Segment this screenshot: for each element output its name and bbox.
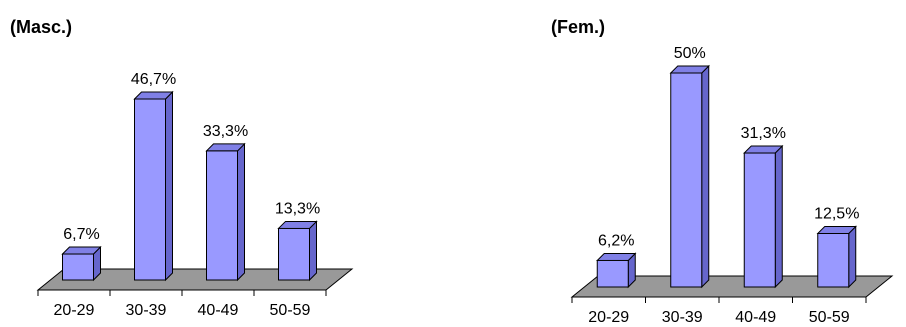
- chart-floor: [570, 275, 894, 298]
- bar-front: [134, 98, 166, 281]
- data-label: 31,3%: [741, 125, 786, 142]
- chart-floor: [36, 268, 354, 291]
- bar-top: [133, 91, 174, 100]
- data-label: 6,2%: [598, 232, 634, 249]
- data-label: 13,3%: [275, 200, 320, 217]
- bar-front: [743, 152, 776, 288]
- data-label: 12,5%: [814, 206, 859, 223]
- x-tick-label: 20-29: [54, 302, 95, 319]
- bar-front: [62, 253, 94, 281]
- x-tick-label: 40-49: [198, 302, 239, 319]
- bar-side: [165, 90, 173, 282]
- bar: [669, 64, 710, 289]
- x-tick-label: 50-59: [270, 302, 311, 319]
- bar-top: [61, 246, 102, 255]
- bar-front: [817, 233, 850, 288]
- x-tick-label: 40-49: [735, 309, 776, 326]
- bar-top: [669, 65, 710, 74]
- bar-front: [670, 72, 703, 288]
- bar-side: [701, 64, 710, 289]
- bar: [743, 144, 784, 289]
- bar-top: [205, 143, 246, 152]
- chart-title: (Fem.): [551, 17, 605, 37]
- bar: [816, 225, 857, 289]
- bar-top: [816, 226, 857, 234]
- data-label: 50%: [674, 45, 706, 62]
- chart-masc: (Masc.) 20-29 30-39 40-49 50-59 6,7% 46,7% 33,3…: [10, 17, 354, 319]
- x-tick-label: 30-39: [126, 302, 167, 319]
- bar: [596, 252, 637, 289]
- bar-top: [596, 252, 637, 261]
- bar-side: [309, 220, 317, 282]
- bar-top: [743, 145, 784, 154]
- x-tick-label: 20-29: [588, 309, 629, 326]
- bar-side: [848, 225, 857, 289]
- x-tick-label: 30-39: [662, 309, 703, 326]
- chart-title: (Masc.): [10, 17, 72, 37]
- bar: [205, 142, 246, 282]
- data-label: 46,7%: [131, 71, 176, 88]
- bar-front: [596, 259, 629, 288]
- data-label: 33,3%: [203, 123, 248, 140]
- bar-side: [237, 142, 245, 282]
- data-label: 6,7%: [63, 226, 99, 243]
- chart-fem: (Fem.) 20-29 30-39 40-49 50-59 6,2% 50% 31,3% 12…: [551, 17, 894, 326]
- bar-front: [278, 227, 310, 281]
- bar-side: [774, 144, 783, 289]
- bar: [133, 90, 174, 282]
- bar: [277, 220, 318, 282]
- bar-top: [277, 220, 318, 229]
- bar-front: [206, 150, 238, 281]
- bar: [61, 245, 102, 282]
- x-tick-label: 50-59: [809, 309, 850, 326]
